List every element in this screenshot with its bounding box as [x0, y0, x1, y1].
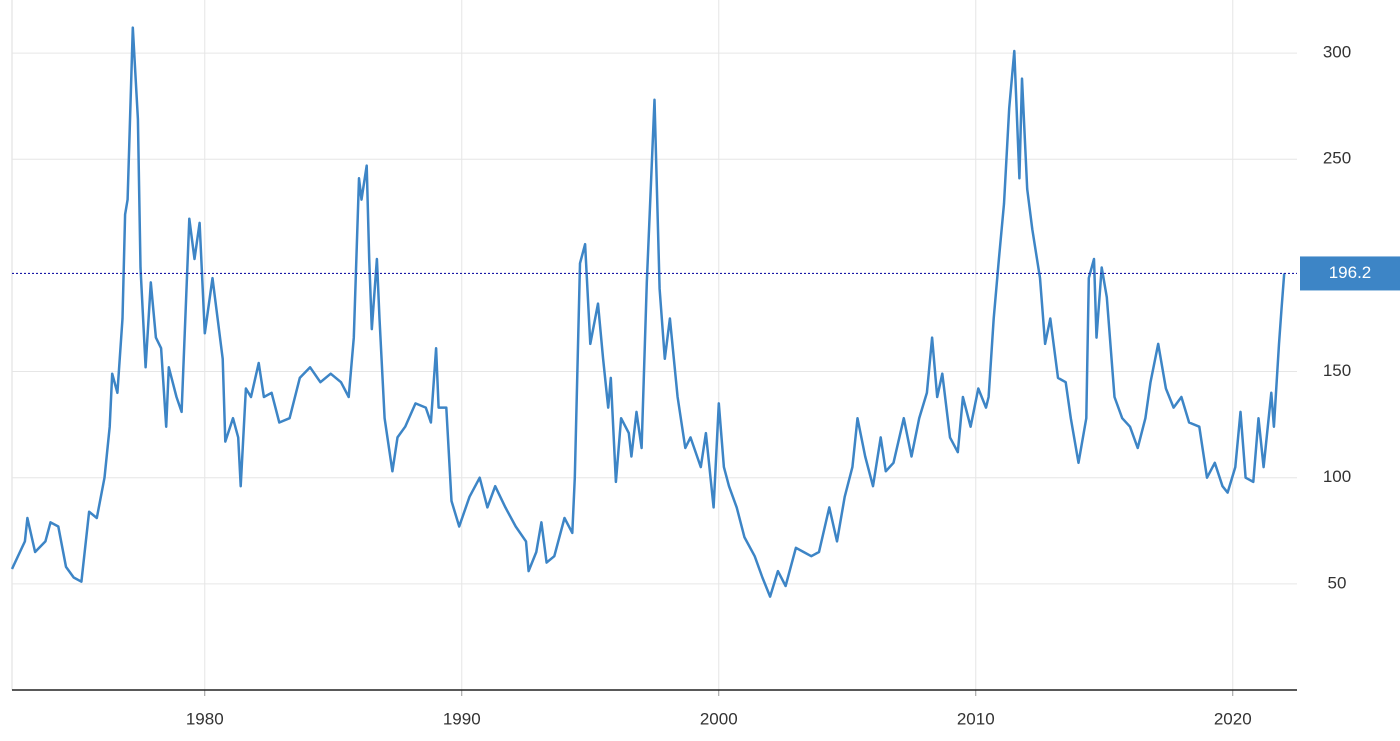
data-line — [10, 26, 1286, 598]
current-value-label: 196.2 — [1329, 263, 1372, 282]
y-tick-label: 100 — [1323, 467, 1351, 486]
x-tick-label: 1990 — [443, 709, 481, 728]
x-tick-label: 1980 — [186, 709, 224, 728]
x-tick-label: 2010 — [957, 709, 995, 728]
y-tick-label: 50 — [1328, 573, 1347, 592]
y-tick-label: 150 — [1323, 361, 1351, 380]
current-value-badge — [1300, 256, 1400, 291]
x-tick-label: 2000 — [700, 709, 738, 728]
y-tick-label: 250 — [1323, 149, 1351, 168]
y-tick-label: 300 — [1323, 43, 1351, 62]
x-tick-label: 2020 — [1214, 709, 1252, 728]
